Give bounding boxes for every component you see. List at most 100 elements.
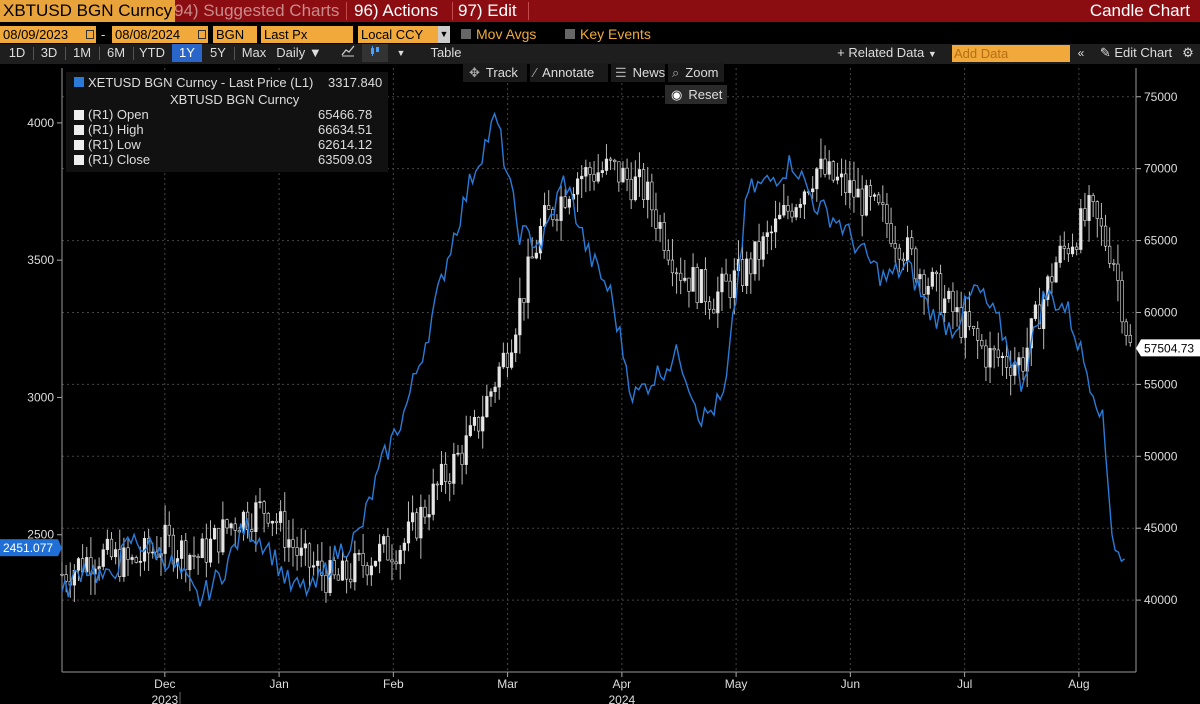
- candle-body: [592, 173, 596, 182]
- start-date-text: 08/09/2023: [3, 27, 69, 42]
- zoom-tool[interactable]: ⌕ Zoom: [668, 63, 724, 82]
- frequency-dropdown[interactable]: Daily ▼: [276, 44, 322, 62]
- candle-body: [357, 553, 361, 555]
- candle-body: [864, 185, 868, 216]
- chart-type-title: Candle Chart: [1089, 1, 1190, 20]
- legend-checkbox[interactable]: [74, 110, 84, 120]
- candle-chart-icon[interactable]: [362, 44, 388, 62]
- legend-checkbox[interactable]: [74, 155, 84, 165]
- candle-body: [761, 236, 765, 260]
- ticker-field[interactable]: XBTUSD BGN Curncy: [0, 0, 176, 22]
- period-1d[interactable]: 1D: [8, 45, 26, 60]
- chevron-down-icon[interactable]: ▼: [438, 26, 450, 43]
- legend-low-label: (R1) Low: [88, 137, 141, 152]
- reset-button[interactable]: ◉ Reset: [665, 85, 727, 104]
- annotate-tool[interactable]: ⁄ Annotate: [530, 63, 608, 82]
- candle-body: [1075, 246, 1079, 250]
- toolbar-separator: [65, 47, 66, 60]
- title-bar: XBTUSD BGN Curncy 94) Suggested Charts 9…: [0, 0, 1200, 22]
- candle-body: [1128, 334, 1132, 343]
- candle-body: [885, 204, 889, 224]
- calendar-icon[interactable]: [198, 30, 206, 39]
- l1-series-value: 3317.840: [328, 75, 383, 90]
- legend-checkbox[interactable]: [74, 125, 84, 135]
- candle-body: [518, 298, 522, 336]
- field-selector[interactable]: Last Px: [261, 26, 353, 43]
- candle-body: [109, 538, 114, 558]
- candle-body: [1066, 248, 1071, 255]
- candle-body: [283, 511, 287, 548]
- period-6m[interactable]: 6M: [106, 45, 126, 60]
- candle-body: [1116, 263, 1120, 281]
- currency-field[interactable]: Local CCY: [358, 26, 438, 43]
- start-date-field[interactable]: 08/09/2023: [0, 26, 96, 43]
- candle-body: [988, 348, 992, 368]
- candle-body: [270, 520, 274, 524]
- suggested-charts-menu[interactable]: 94) Suggested Charts: [174, 1, 340, 20]
- candle-body: [493, 386, 497, 392]
- candle-body: [204, 538, 208, 563]
- candle-body: [332, 560, 336, 576]
- period-5y[interactable]: 5Y: [210, 45, 226, 60]
- actions-menu[interactable]: 96) Actions: [354, 1, 439, 20]
- mov-avgs-checkbox[interactable]: [461, 29, 471, 39]
- left-tick-label: 2500: [27, 528, 54, 542]
- collapse-icon[interactable]: «: [1077, 46, 1085, 60]
- chevron-down-icon[interactable]: ▼: [396, 48, 406, 58]
- period-ytd[interactable]: YTD: [139, 45, 165, 60]
- period-max[interactable]: Max: [241, 45, 267, 60]
- edit-menu[interactable]: 97) Edit: [458, 1, 517, 20]
- period-1y[interactable]: 1Y: [172, 44, 202, 62]
- axis-labels: 40000 45000 50000 55000 60000 65000 70000 75000…: [0, 90, 1200, 704]
- key-events-checkbox[interactable]: [565, 29, 575, 39]
- candle-body: [1021, 357, 1025, 372]
- news-label: News: [632, 65, 666, 80]
- candle-body: [369, 565, 373, 576]
- candle-body: [386, 536, 390, 561]
- period-3d[interactable]: 3D: [40, 45, 58, 60]
- pencil-icon: ⁄: [534, 65, 537, 80]
- candle-body: [1079, 208, 1083, 250]
- candle-body: [654, 209, 658, 229]
- news-icon: ☰: [615, 65, 627, 80]
- legend-checkbox[interactable]: [74, 140, 84, 150]
- settings-icon[interactable]: ⚙: [1182, 45, 1194, 60]
- price-chart[interactable]: 40000 45000 50000 55000 60000 65000 70000 75000…: [0, 64, 1200, 704]
- add-data-input[interactable]: Add Data: [952, 45, 1070, 62]
- candle-body: [773, 218, 778, 233]
- candle-body: [596, 172, 600, 182]
- candle-body: [382, 536, 386, 545]
- edit-chart-button[interactable]: ✎ Edit Chart: [1094, 44, 1178, 62]
- date-dash: -: [101, 27, 106, 42]
- candle-body: [200, 538, 204, 558]
- chart-legend: XETUSD BGN Curncy - Last Price (L1) 3317…: [66, 72, 388, 172]
- legend-open-value: 65466.78: [318, 107, 373, 122]
- candle-body: [456, 452, 460, 455]
- news-tool[interactable]: ☰ News: [611, 63, 665, 82]
- candle-body: [431, 483, 435, 515]
- candle-body: [930, 271, 934, 287]
- candle-body: [299, 547, 303, 556]
- related-data-button[interactable]: + Related Data ▼: [832, 44, 942, 62]
- candle-body: [584, 167, 588, 177]
- right-current-value-tag: [1141, 339, 1200, 357]
- line-chart-icon[interactable]: [338, 44, 358, 62]
- period-1m[interactable]: 1M: [72, 45, 92, 60]
- end-date-field[interactable]: 08/08/2024: [112, 26, 208, 43]
- candle-body: [815, 168, 819, 190]
- right-tick-label: 50000: [1144, 449, 1178, 463]
- table-button[interactable]: Table: [430, 45, 462, 60]
- candle-body: [138, 560, 142, 563]
- track-tool[interactable]: ✥ Track: [463, 63, 527, 82]
- candle-body: [415, 512, 419, 539]
- candle-body: [97, 566, 101, 570]
- candle-body: [1083, 208, 1087, 221]
- calendar-icon[interactable]: [86, 30, 94, 39]
- candle-body: [625, 167, 629, 180]
- parameter-bar: 08/09/2023 - 08/08/2024 BGN Last Px Loca…: [0, 26, 1200, 44]
- candle-body: [695, 267, 699, 303]
- candle-body: [1050, 276, 1054, 283]
- candle-body: [575, 178, 580, 195]
- source-field[interactable]: BGN: [213, 26, 257, 43]
- candle-body: [971, 325, 976, 329]
